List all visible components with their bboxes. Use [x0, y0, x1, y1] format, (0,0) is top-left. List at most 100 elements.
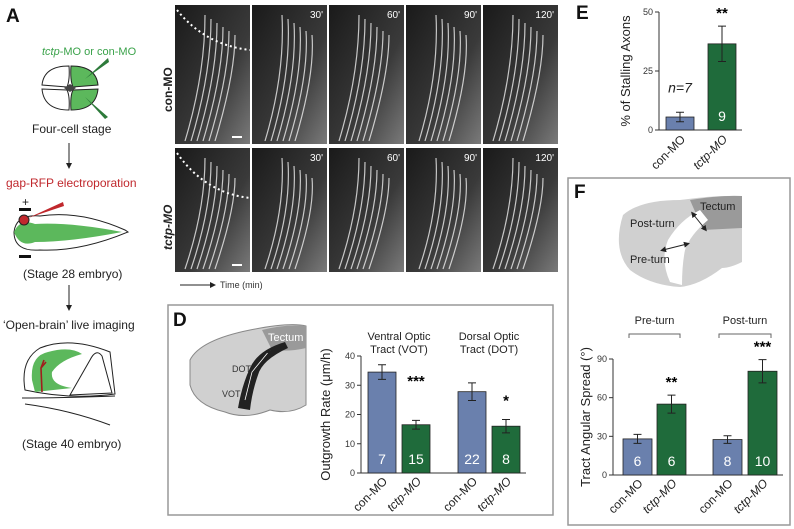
- error-bar: [676, 111, 684, 123]
- axon-trace: [288, 30, 307, 142]
- time-label: 60': [387, 153, 400, 164]
- axon-trace: [368, 34, 390, 142]
- n-label: 7: [378, 451, 386, 467]
- brain-diagram-d: Tectum DOT VOT: [189, 324, 307, 416]
- axon-trace: [264, 14, 283, 142]
- chart-d: 0 10 20 30 40 Outgrowth Rate (μm/h) Ventral Op…: [318, 331, 526, 514]
- axon-trace: [294, 177, 313, 270]
- n-label: 6: [634, 453, 642, 469]
- group-title: Post-turn: [723, 315, 768, 327]
- group-title-line2: Tract (DOT): [460, 344, 518, 356]
- axon-trace: [504, 22, 526, 142]
- n-label: 8: [724, 453, 732, 469]
- category-label: tctp-MO: [731, 476, 771, 516]
- category-label: con-MO: [648, 132, 688, 172]
- axon-trace: [264, 157, 283, 270]
- time-label: 60': [387, 10, 400, 21]
- axon-trace: [368, 177, 390, 270]
- category-label: con-MO: [440, 474, 480, 514]
- n-label: 9: [718, 108, 726, 124]
- axon-trace: [270, 18, 289, 142]
- axon-trace: [424, 161, 443, 270]
- axon-trace: [202, 169, 224, 270]
- error-bar: [667, 394, 676, 414]
- axon-trace: [436, 26, 455, 142]
- axon-trace: [492, 14, 514, 142]
- error-bar: [378, 364, 386, 380]
- stage40-label: (Stage 40 embryo): [22, 437, 121, 451]
- y-tick-label: 50: [643, 7, 653, 17]
- timelapse-row-c: 30' 60' 90' 120': [175, 148, 558, 272]
- error-bar: [723, 435, 732, 444]
- axon-trace: [270, 161, 289, 270]
- axon-trace: [214, 177, 236, 270]
- bar-con-MO: [457, 391, 487, 474]
- axon-trace: [276, 165, 295, 270]
- axon-trace: [282, 169, 301, 270]
- significance-label: ***: [407, 373, 425, 390]
- y-tick-label: 30: [345, 380, 355, 390]
- category-label: tctp-MO: [640, 476, 680, 516]
- bar-con-MO: [622, 438, 653, 476]
- bar-con-MO: [712, 439, 743, 476]
- axon-trace: [196, 22, 218, 142]
- group-bracket: [718, 333, 772, 338]
- tectum-label-f: Tectum: [700, 201, 735, 213]
- axon-trace: [430, 165, 449, 270]
- axon-trace: [442, 173, 461, 270]
- time-label: 120': [535, 153, 554, 164]
- axon-trace: [190, 161, 212, 270]
- y-tick-label: 20: [345, 410, 355, 420]
- error-bar: [502, 418, 510, 434]
- axon-trace: [430, 22, 449, 142]
- bar-con-MO: [367, 371, 397, 474]
- panel-d: D Tectum DOT VOT 0 10 20 30 40 Outgrowth Rate…: [167, 304, 554, 516]
- four-cell-stage-label: Four-cell stage: [32, 122, 112, 136]
- axon-trace: [436, 169, 455, 270]
- panel-a: A tctp-MO or con-MO Four-cell stage gap-…: [3, 6, 137, 451]
- significance-label: **: [716, 5, 728, 22]
- axon-trace: [344, 18, 366, 142]
- bar-tctp-MO: [747, 370, 778, 476]
- panel-b: B con-MO 30'60'90'120': [161, 5, 558, 144]
- y-tick-label: 0: [648, 125, 653, 135]
- timelapse-row-b: 30' 60' 90' 120': [175, 5, 558, 144]
- axon-trace: [344, 161, 366, 270]
- axon-trace: [350, 22, 372, 142]
- error-bar: [718, 25, 726, 63]
- axon-trace: [214, 34, 236, 142]
- axon-trace: [362, 173, 384, 270]
- category-label: tctp-MO: [384, 474, 424, 514]
- axon-trace: [424, 18, 443, 142]
- microscopy-frame: [406, 148, 481, 272]
- y-axis-label: % of Stalling Axons: [618, 15, 633, 127]
- axon-trace: [448, 34, 467, 142]
- significance-label: **: [666, 374, 678, 391]
- stage28-label: (Stage 28 embryo): [23, 267, 122, 281]
- panel-label-d: D: [173, 310, 187, 331]
- y-axis-label: Outgrowth Rate (μm/h): [318, 348, 333, 480]
- time-label: 90': [464, 10, 477, 21]
- n-label: 15: [408, 451, 424, 467]
- error-bar: [412, 419, 420, 430]
- injection-label: tctp-MO or con-MO: [42, 46, 137, 58]
- stage40-embryo-icon: [21, 342, 116, 426]
- group-title: Ventral Optic: [368, 331, 431, 343]
- scale-bar: [232, 136, 242, 138]
- electroporation-label: gap-RFP electroporation: [6, 176, 137, 190]
- n-label: 22: [464, 451, 480, 467]
- microscopy-frame: [406, 5, 481, 144]
- significance-label: ***: [754, 339, 772, 356]
- panel-f: F Tectum Post-turn Pre-turn 0 30 60 90 Tract…: [567, 177, 791, 526]
- y-tick-label: 60: [597, 393, 607, 403]
- row-label-con-mo: con-MO: [161, 67, 175, 112]
- axon-trace: [492, 157, 514, 270]
- axon-trace: [504, 165, 526, 270]
- axon-trace: [350, 165, 372, 270]
- axon-trace: [294, 34, 313, 142]
- axon-trace: [418, 14, 437, 142]
- error-bar: [758, 359, 767, 384]
- axon-trace: [522, 177, 544, 270]
- microscopy-frame: [252, 5, 327, 144]
